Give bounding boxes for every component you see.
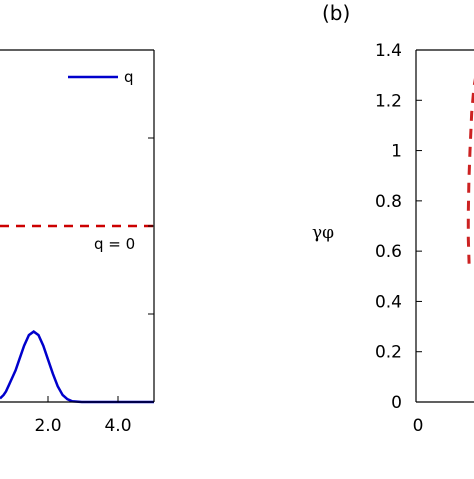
panel-b-y-ticks: 0 0.2 0.4 0.6 0.8 1 1.2 1.4 [375, 41, 422, 413]
panel-b-label: (b) [322, 1, 350, 25]
panel-b-y-axis-label: γφ [312, 223, 334, 243]
panel-a-series-q-line [0, 330, 154, 404]
panel-b-series-line [466, 77, 474, 264]
panel-b-y-tick-label: 0.8 [375, 192, 402, 212]
panel-a-annotation: q = 0 [94, 235, 135, 253]
panel-b-y-tick-label: 1 [391, 142, 402, 162]
panel-b-x-tick-label: 0 [413, 416, 424, 436]
panel-b-y-tick-label: 0.2 [375, 343, 402, 363]
panel-a-x-tick-label: 4.0 [104, 416, 131, 436]
panel-b-y-tick-label: 0.6 [375, 242, 402, 262]
panel-b-y-tick-label: 0 [391, 393, 402, 413]
panel-b-y-tick-label: 1.4 [375, 41, 402, 61]
panel-a-legend-label: q [124, 68, 134, 86]
panel-b: (b) 0 0.2 0.4 0.6 0.8 1 1.2 1.4 γφ 0 [312, 1, 474, 436]
panel-a: 2.0 4.0 q q = 0 [0, 49, 155, 436]
panel-b-y-tick-label: 1.2 [375, 91, 402, 111]
panel-b-y-tick-label: 0.4 [375, 292, 402, 312]
panel-a-x-tick-label: 2.0 [34, 416, 61, 436]
panel-b-curves [466, 77, 474, 264]
